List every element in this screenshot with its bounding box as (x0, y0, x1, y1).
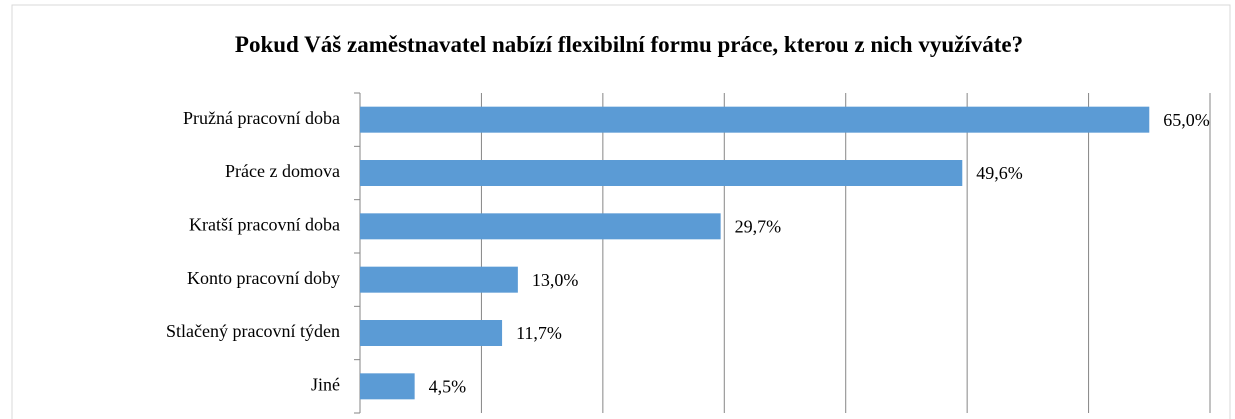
chart-frame (11, 4, 1231, 419)
y-tick-label: Stlačený pracovní týden (166, 321, 340, 341)
bar (360, 373, 415, 400)
chart-title: Pokud Váš zaměstnavatel nabízí flexibiln… (234, 32, 1024, 57)
data-label: 4,5% (429, 376, 467, 396)
bar (360, 320, 503, 346)
data-label: 49,6% (976, 163, 1023, 183)
bar (360, 213, 721, 240)
data-label: 29,7% (735, 216, 782, 236)
bar (360, 160, 963, 186)
y-tick-label: Kratší pracovní doba (189, 214, 340, 234)
y-tick-label: Práce z domova (225, 161, 340, 181)
y-tick-label: Jiné (311, 374, 340, 394)
data-label: 65,0% (1163, 110, 1210, 130)
bar (360, 266, 518, 293)
data-label: 13,0% (532, 270, 579, 290)
y-tick-label: Pružná pracovní doba (183, 108, 340, 128)
y-tick-label: Konto pracovní doby (187, 268, 340, 288)
bar (360, 106, 1150, 133)
data-label: 11,7% (516, 323, 562, 343)
